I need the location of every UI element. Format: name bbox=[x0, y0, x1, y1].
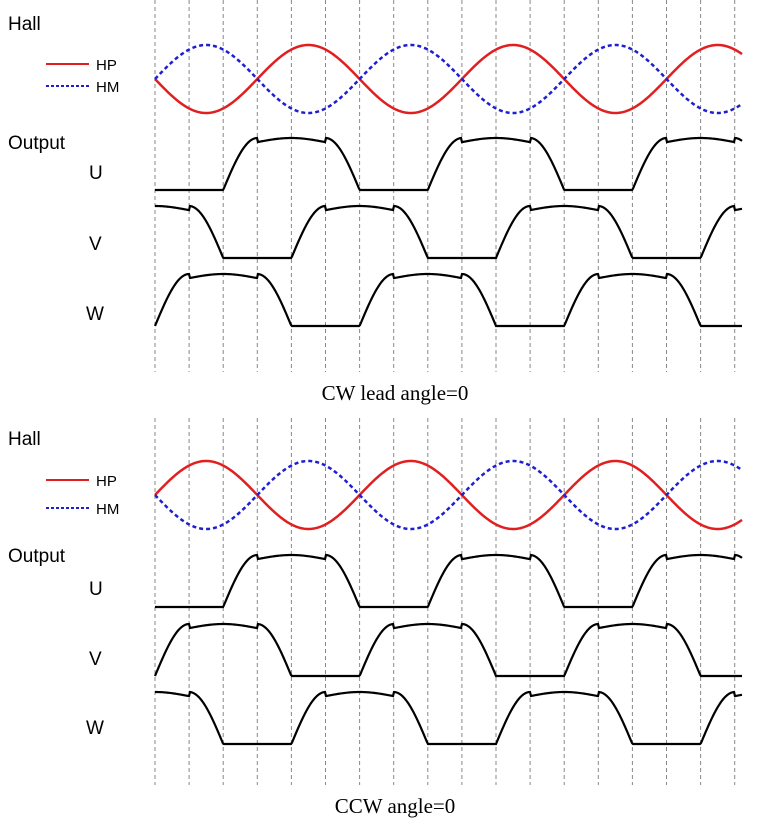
cw-hall-label: Hall bbox=[8, 14, 41, 35]
ccw-legend-hp-label: HP bbox=[96, 473, 117, 490]
cw-legend-hp-label: HP bbox=[96, 57, 117, 74]
cw-phase-w-label: W bbox=[86, 304, 104, 325]
ccw-phase-v-label: V bbox=[89, 649, 102, 670]
cw-phase-u-label: U bbox=[89, 163, 103, 184]
cw-output-w-trace bbox=[153, 272, 742, 328]
cw-phase-v-label: V bbox=[89, 234, 102, 255]
ccw-timing-diagram: Hall HP HM Output U V W CCW angle=0 bbox=[8, 418, 743, 818]
cw-hall-hp-trace bbox=[154, 43, 743, 115]
ccw-hall-hp-trace bbox=[154, 459, 743, 531]
cw-hall-hm-trace bbox=[154, 43, 743, 115]
ccw-output-w-trace bbox=[155, 690, 743, 746]
ccw-hall-label: Hall bbox=[8, 429, 41, 450]
cw-caption: CW lead angle=0 bbox=[322, 381, 469, 405]
ccw-output-u-trace bbox=[155, 553, 743, 609]
ccw-phase-w-label: W bbox=[86, 718, 104, 739]
ccw-output-v-trace bbox=[153, 622, 742, 678]
cw-timing-diagram: Hall HP HM Output U V W CW lead angle=0 bbox=[8, 0, 743, 405]
cw-output-u-trace bbox=[155, 136, 743, 192]
ccw-phase-u-label: U bbox=[89, 579, 103, 600]
ccw-legend-hm-label: HM bbox=[96, 501, 119, 518]
ccw-grid-lines bbox=[154, 418, 736, 785]
cw-legend-hm-label: HM bbox=[96, 79, 119, 96]
cw-output-label: Output bbox=[8, 133, 66, 154]
ccw-caption: CCW angle=0 bbox=[335, 794, 456, 818]
cw-output-v-trace bbox=[155, 204, 743, 260]
cw-grid-lines bbox=[154, 0, 736, 372]
ccw-hall-hm-trace bbox=[154, 459, 743, 531]
ccw-output-label: Output bbox=[8, 546, 66, 567]
